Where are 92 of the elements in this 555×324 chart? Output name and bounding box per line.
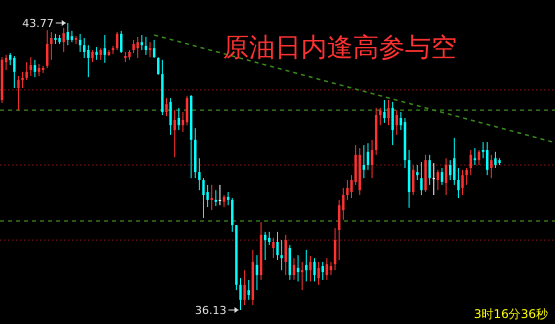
candlestick — [453, 137, 456, 186]
candlestick — [330, 261, 332, 276]
candlestick — [173, 110, 176, 158]
chart-title: 原油日内逢高参与空 — [223, 33, 457, 63]
candlestick — [272, 237, 275, 259]
candlestick — [305, 249, 308, 282]
candlestick — [214, 190, 218, 206]
candlestick — [206, 184, 209, 208]
candlestick — [99, 48, 102, 60]
candlestick — [264, 231, 266, 261]
candlestick — [284, 234, 287, 276]
candlestick — [91, 50, 94, 63]
candlestick — [165, 98, 168, 117]
candlestick — [470, 149, 472, 176]
candlestick — [222, 194, 226, 208]
candlestick — [326, 258, 328, 280]
candlestick — [317, 261, 320, 286]
candlestick — [157, 56, 160, 76]
candlestick — [178, 107, 180, 131]
candlestick — [95, 46, 98, 60]
candlestick — [309, 255, 312, 282]
candlestick — [387, 100, 390, 126]
candlestick — [148, 42, 152, 58]
candlestick — [396, 110, 398, 136]
candlestick — [420, 161, 423, 196]
candlestick — [440, 168, 444, 186]
candlestick — [34, 59, 36, 78]
candlestick — [128, 50, 131, 60]
candlestick — [292, 258, 296, 280]
candlestick — [152, 39, 156, 58]
candlestick — [461, 169, 464, 196]
candlestick — [25, 62, 28, 81]
candlestick — [494, 151, 497, 169]
candlestick — [116, 32, 118, 51]
candlestick — [383, 100, 386, 124]
candlestick — [218, 184, 222, 206]
candlestick — [17, 75, 20, 111]
candlestick — [120, 30, 122, 54]
candlestick — [30, 56, 32, 76]
candlestick — [379, 107, 382, 126]
candlestick — [169, 98, 172, 136]
annotation: 36.13 — [194, 304, 226, 317]
candlestick — [50, 32, 53, 60]
candlestick — [210, 184, 213, 211]
candlestick — [136, 36, 139, 58]
candlestick — [322, 261, 324, 280]
candlestick — [412, 164, 414, 196]
candlestick — [280, 240, 283, 271]
candlestick — [391, 101, 394, 146]
candlestick — [66, 22, 70, 46]
candlestick — [198, 158, 201, 191]
candlestick — [21, 71, 24, 88]
annotation: 43.77 — [22, 17, 54, 30]
candlestick — [490, 154, 493, 179]
candlestick — [78, 33, 82, 52]
candlestick — [256, 254, 258, 291]
candlestick — [457, 168, 460, 199]
candlestick — [296, 254, 300, 282]
candlestick — [346, 180, 349, 200]
candlestick — [70, 30, 74, 43]
candlestick — [362, 144, 366, 179]
candlestick — [366, 142, 370, 170]
candlestick — [62, 27, 65, 52]
candlestick — [243, 270, 246, 306]
candlestick — [247, 279, 250, 300]
candlestick — [416, 164, 419, 181]
candlestick — [428, 154, 431, 186]
candlestick — [268, 231, 271, 246]
candlestick — [432, 162, 435, 196]
candlestick — [486, 142, 488, 176]
candlestick — [226, 192, 230, 206]
candlestick — [436, 169, 440, 191]
annotation: 3时16分36秒 — [474, 307, 548, 321]
candlestick — [58, 34, 61, 45]
candlestick — [370, 139, 374, 179]
candlestick — [182, 112, 184, 132]
candlestick — [132, 39, 135, 54]
candlestick — [444, 158, 448, 196]
candlestick — [140, 34, 144, 51]
candlestick — [124, 51, 127, 63]
candlestick — [13, 56, 16, 88]
candlestick — [300, 261, 304, 291]
candlestick — [474, 148, 476, 166]
candlestick — [465, 168, 468, 186]
candlestick — [87, 44, 90, 78]
candlestick — [104, 34, 106, 64]
candlestick — [54, 33, 57, 45]
candlestick — [46, 30, 48, 69]
candlestick — [144, 36, 148, 56]
candlestick — [4, 54, 8, 70]
candlestick — [83, 38, 86, 58]
candlestick — [448, 160, 452, 181]
